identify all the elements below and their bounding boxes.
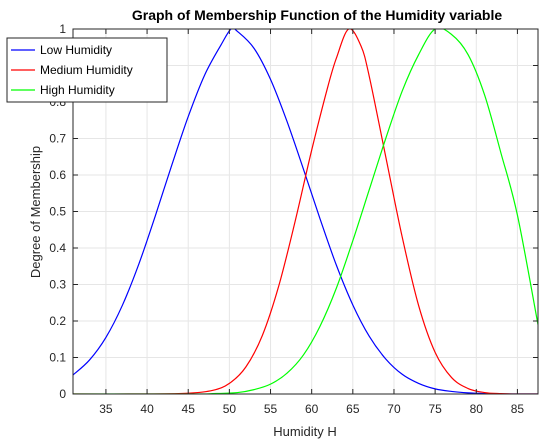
x-tick-label: 80: [470, 402, 484, 416]
x-tick-label: 75: [428, 402, 442, 416]
y-tick-label: 0.6: [49, 168, 66, 182]
y-tick-label: 0: [59, 387, 66, 401]
x-tick-label: 65: [346, 402, 360, 416]
plot-area: [73, 29, 538, 394]
x-tick-label: 60: [305, 402, 319, 416]
y-tick-label: 0.1: [49, 351, 66, 365]
chart-title: Graph of Membership Function of the Humi…: [132, 7, 502, 23]
x-tick-label: 55: [264, 402, 278, 416]
y-tick-label: 1: [59, 22, 66, 36]
series-line-1: [73, 29, 538, 394]
x-tick-label: 85: [511, 402, 525, 416]
series-line-0: [73, 29, 538, 394]
x-tick-label: 40: [140, 402, 154, 416]
x-tick-label: 45: [182, 402, 196, 416]
legend-label-1: Medium Humidity: [40, 63, 133, 77]
legend-label-2: High Humidity: [40, 83, 115, 97]
x-tick-label: 35: [99, 402, 113, 416]
x-tick-label: 50: [223, 402, 237, 416]
y-axis-label: Degree of Membership: [28, 146, 43, 278]
y-tick-label: 0.5: [49, 205, 66, 219]
y-tick-label: 0.7: [49, 132, 66, 146]
legend-label-0: Low Humidity: [40, 43, 112, 57]
y-tick-label: 0.2: [49, 314, 66, 328]
legend: Low Humidity Medium Humidity High Humidity: [6, 37, 168, 103]
x-axis-label: Humidity H: [273, 424, 337, 439]
series-line-2: [73, 29, 538, 394]
y-tick-label: 0.3: [49, 278, 66, 292]
y-tick-label: 0.4: [49, 241, 66, 255]
x-tick-label: 70: [387, 402, 401, 416]
